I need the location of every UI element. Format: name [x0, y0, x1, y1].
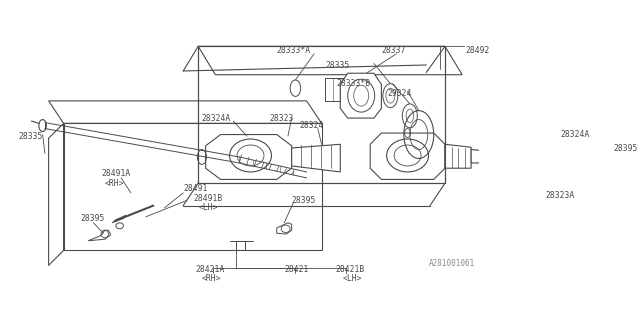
- Text: 28335: 28335: [19, 132, 43, 140]
- Text: 28421A: 28421A: [196, 265, 225, 274]
- Text: 28324A: 28324A: [561, 130, 590, 139]
- Text: 28324: 28324: [299, 121, 323, 130]
- Text: 29324: 29324: [387, 89, 412, 98]
- Text: A281001061: A281001061: [429, 259, 475, 268]
- Text: 28491A: 28491A: [101, 169, 130, 178]
- Polygon shape: [205, 134, 292, 180]
- Text: 28395: 28395: [292, 196, 316, 205]
- Text: 28395: 28395: [81, 214, 105, 223]
- Text: 28491B: 28491B: [193, 194, 222, 203]
- Text: 28421: 28421: [284, 265, 308, 274]
- Text: <RH>: <RH>: [202, 274, 221, 283]
- Text: 28333*B: 28333*B: [337, 79, 371, 88]
- Polygon shape: [276, 223, 292, 234]
- Polygon shape: [88, 230, 111, 241]
- Text: <LH>: <LH>: [342, 274, 362, 283]
- Polygon shape: [471, 149, 488, 163]
- Polygon shape: [445, 144, 471, 168]
- Polygon shape: [325, 78, 348, 101]
- Polygon shape: [292, 144, 340, 172]
- Text: 28333*A: 28333*A: [276, 46, 311, 55]
- Polygon shape: [370, 133, 445, 180]
- Text: 28492: 28492: [465, 46, 490, 55]
- Text: 28421B: 28421B: [335, 265, 364, 274]
- Text: 28324A: 28324A: [202, 114, 231, 123]
- Text: 28337: 28337: [381, 46, 406, 55]
- Text: 28491: 28491: [183, 184, 207, 193]
- Text: 28395: 28395: [613, 143, 637, 153]
- Text: 28323: 28323: [269, 114, 294, 123]
- Polygon shape: [340, 73, 381, 118]
- Text: 28323A: 28323A: [546, 191, 575, 200]
- Text: 28335: 28335: [325, 61, 349, 70]
- Text: <LH>: <LH>: [198, 203, 218, 212]
- Text: <RH>: <RH>: [105, 179, 124, 188]
- Polygon shape: [112, 215, 125, 223]
